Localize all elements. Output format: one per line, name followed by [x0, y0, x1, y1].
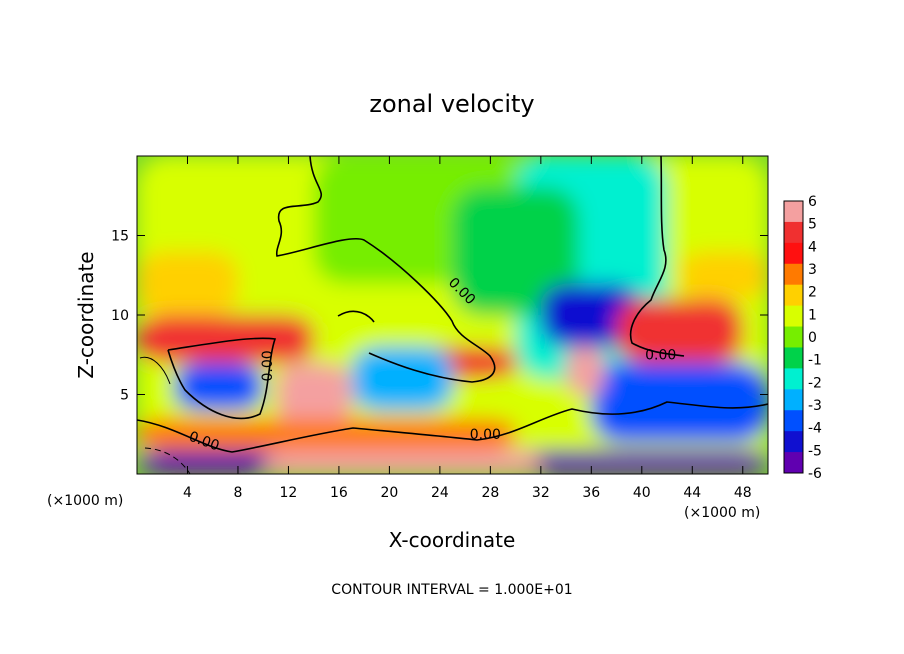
y-axis-tick-label: 5 — [120, 388, 129, 404]
colorbar-swatch — [784, 410, 803, 432]
velocity-region — [351, 346, 453, 411]
colorbar-swatch — [784, 221, 803, 244]
x-axis-tick-label: 28 — [481, 485, 499, 501]
colorbar-tick-label: 3 — [808, 262, 817, 278]
velocity-region — [452, 187, 579, 315]
x-axis-tick-label: 16 — [330, 485, 348, 501]
zero-contour-line — [337, 310, 375, 323]
colorbar-swatch — [784, 242, 803, 265]
colorbar-tick-label: 5 — [808, 217, 817, 233]
colorbar-tick-label: -3 — [808, 398, 822, 414]
plot-area: 0.000.000.00 0.000.00 — [136, 155, 769, 475]
x-axis-tick-label: 8 — [233, 485, 242, 501]
negative-contour-line — [144, 447, 191, 474]
colorbar-tick-label: 4 — [808, 239, 817, 255]
colorbar-swatch — [784, 284, 803, 307]
velocity-region — [679, 251, 768, 300]
contour-lines — [137, 156, 768, 474]
x-axis-tick-label: 36 — [582, 485, 600, 501]
zero-contour-line — [137, 401, 768, 453]
velocity-region — [275, 362, 352, 427]
colorbar-swatch — [784, 347, 803, 369]
x-axis-tick-label: 12 — [280, 485, 298, 501]
colorbar-tick-label: 2 — [808, 285, 817, 301]
velocity-region — [137, 418, 516, 451]
zero-contour-line — [275, 156, 496, 383]
velocity-region — [591, 362, 768, 443]
colorbar-swatch — [784, 263, 803, 286]
x-axis-tick-label: 48 — [734, 485, 752, 501]
x-axis-ticks: 4 8 12 16 20 24 28 32 36 40 44 48 — [183, 156, 752, 501]
x-axis-tick-label: 4 — [183, 485, 192, 501]
x-axis-title: X-coordinate — [389, 528, 516, 552]
colorbar-swatch — [784, 431, 803, 453]
field-layer — [137, 156, 768, 474]
y-axis-title: Z-coordinate — [74, 251, 98, 378]
y-axis-ticks: 5 10 15 — [111, 229, 768, 404]
colorbar-swatch — [784, 201, 803, 223]
velocity-field: 0.000.000.00 0.000.00 — [137, 156, 768, 474]
chart-title: zonal velocity — [369, 90, 534, 118]
zero-contour-line — [629, 156, 685, 357]
velocity-region — [566, 346, 604, 395]
x-axis-units-label: (×1000 m) — [47, 493, 123, 509]
x-axis-tick-label: 40 — [633, 485, 651, 501]
colorbar-swatch — [784, 368, 803, 390]
contour-label: 0.00 — [645, 348, 676, 364]
positive-contour-line — [139, 356, 171, 385]
x-axis-tick-label: 44 — [683, 485, 701, 501]
colorbar-tick-label: -4 — [808, 421, 822, 437]
colorbar-tick-label: 0 — [808, 330, 817, 346]
colorbar-frame — [783, 200, 804, 474]
contour-label: 0.00 — [260, 350, 276, 381]
colorbar-swatch — [784, 389, 803, 411]
colorbar-tick-label: 1 — [808, 307, 817, 323]
y-axis-tick-label: 15 — [111, 229, 129, 245]
colorbar-tick-label: -1 — [808, 353, 822, 369]
x-axis-tick-label: 32 — [532, 485, 550, 501]
zero-contour-line — [167, 337, 277, 420]
colorbar-swatch — [784, 305, 803, 328]
x-axis-units-label-right: (×1000 m) — [684, 505, 760, 521]
x-axis-tick-label: 24 — [431, 485, 449, 501]
velocity-region — [137, 315, 314, 363]
colorbar-swatch — [784, 326, 803, 348]
velocity-region — [137, 251, 238, 315]
colorbar-tick-label: -5 — [808, 443, 822, 459]
colorbar-swatch — [784, 452, 803, 474]
velocity-region — [174, 362, 264, 411]
colorbar-tick-label: -6 — [808, 466, 822, 482]
contour-interval-note: CONTOUR INTERVAL = 1.000E+01 — [331, 582, 572, 598]
contour-label: 0.00 — [470, 427, 501, 443]
x-axis-tick-label: 20 — [380, 485, 398, 501]
colorbar-tick-label: -2 — [808, 375, 822, 391]
y-axis-tick-label: 10 — [111, 308, 129, 324]
velocity-region — [263, 450, 541, 474]
velocity-region — [616, 299, 743, 363]
colorbar: 6 5 4 3 2 1 0 -1 -2 -3 -4 -5 -6 — [783, 194, 822, 482]
colorbar-tick-label: 6 — [808, 194, 817, 210]
